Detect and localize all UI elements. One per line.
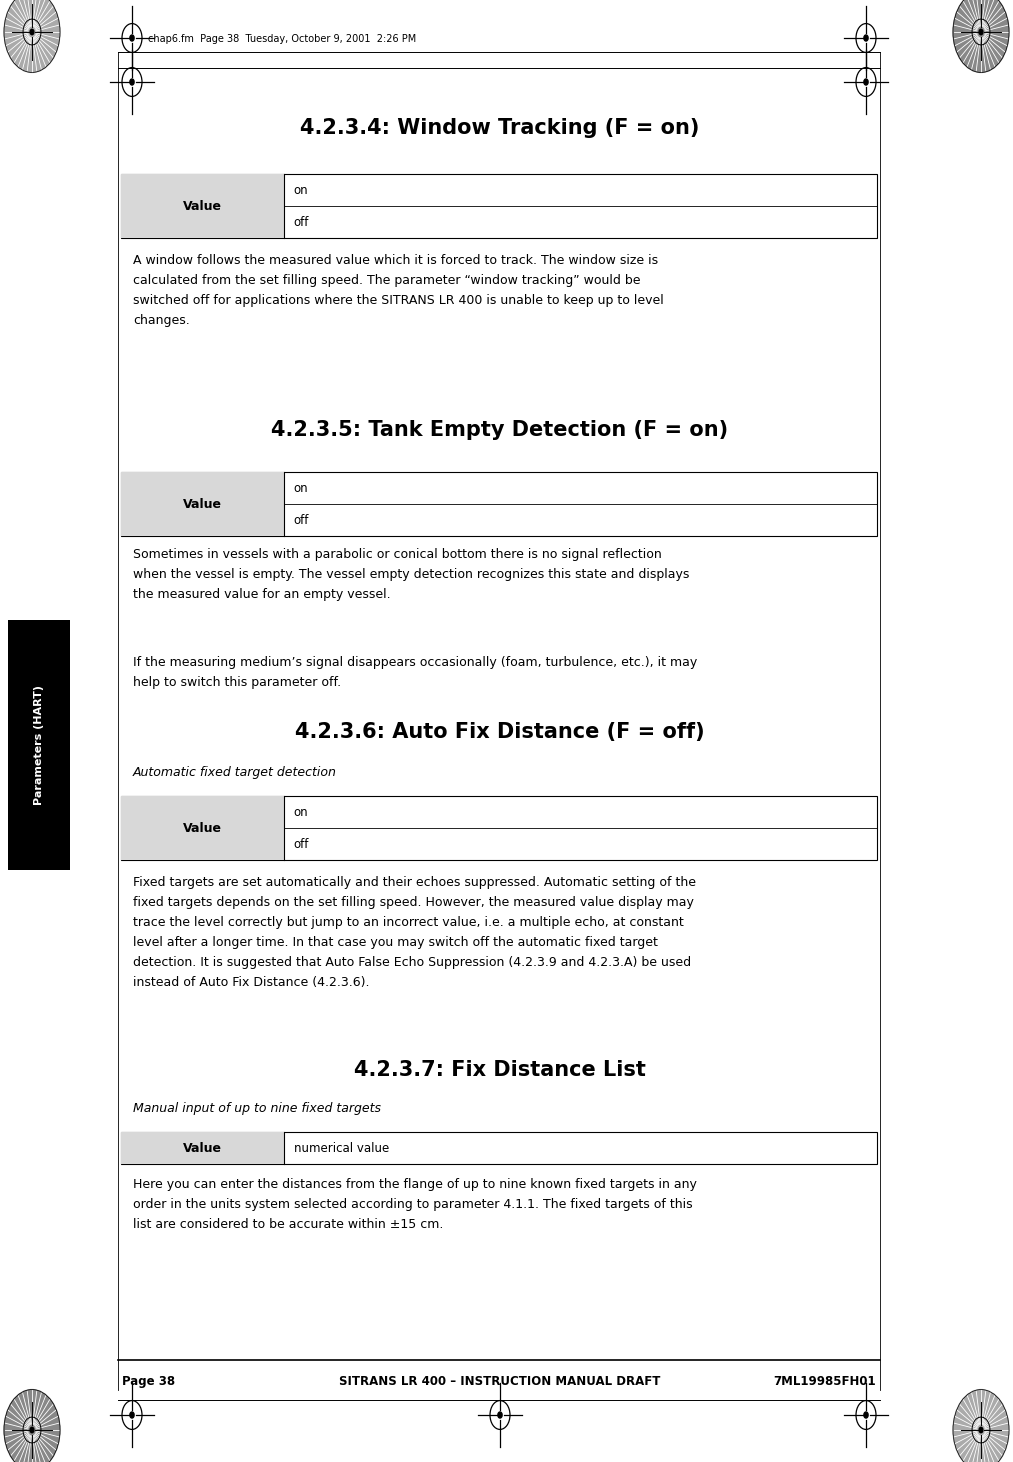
Text: on: on (294, 481, 308, 494)
Bar (121, 174, 284, 238)
Circle shape (130, 79, 134, 85)
Text: 4.2.3.7: Fix Distance List: 4.2.3.7: Fix Distance List (355, 1060, 646, 1080)
Text: SITRANS LR 400 – INSTRUCTION MANUAL DRAFT: SITRANS LR 400 – INSTRUCTION MANUAL DRAF… (339, 1374, 660, 1387)
Text: 7ML19985FH01: 7ML19985FH01 (773, 1374, 876, 1387)
Text: Sometimes in vessels with a parabolic or conical bottom there is no signal refle: Sometimes in vessels with a parabolic or… (133, 548, 690, 601)
Text: If the measuring medium’s signal disappears occasionally (foam, turbulence, etc.: If the measuring medium’s signal disappe… (133, 656, 697, 689)
Text: 4.2.3.4: Window Tracking (F = on): 4.2.3.4: Window Tracking (F = on) (300, 118, 700, 137)
Text: off: off (294, 513, 309, 526)
Text: Here you can enter the distances from the flange of up to nine known fixed targe: Here you can enter the distances from th… (133, 1178, 697, 1231)
Text: Manual input of up to nine fixed targets: Manual input of up to nine fixed targets (133, 1102, 381, 1116)
Text: on: on (294, 184, 308, 196)
Circle shape (130, 35, 134, 41)
Text: on: on (294, 806, 308, 819)
Circle shape (130, 1412, 134, 1418)
Bar (121, 174, 877, 238)
Text: numerical value: numerical value (294, 1142, 389, 1155)
Circle shape (498, 1412, 502, 1418)
Circle shape (953, 1389, 1009, 1462)
Text: Page 38: Page 38 (122, 1374, 175, 1387)
Bar (121, 795, 284, 860)
Text: 4.2.3.6: Auto Fix Distance (F = off): 4.2.3.6: Auto Fix Distance (F = off) (295, 722, 705, 743)
Circle shape (980, 29, 983, 35)
Bar (8, 620, 70, 870)
Circle shape (864, 79, 868, 85)
Text: off: off (294, 215, 309, 228)
Text: Parameters (HART): Parameters (HART) (34, 686, 44, 806)
Text: Automatic fixed target detection: Automatic fixed target detection (133, 766, 337, 779)
Circle shape (953, 0, 1009, 73)
Bar (121, 1132, 284, 1164)
Circle shape (4, 0, 60, 73)
Text: Value: Value (182, 199, 222, 212)
Text: Value: Value (182, 1142, 222, 1155)
Circle shape (30, 1427, 33, 1433)
Text: Fixed targets are set automatically and their echoes suppressed. Automatic setti: Fixed targets are set automatically and … (133, 876, 696, 988)
Text: Value: Value (182, 822, 222, 835)
Circle shape (864, 35, 868, 41)
Bar (121, 472, 284, 537)
Circle shape (4, 1389, 60, 1462)
Circle shape (30, 29, 33, 35)
Text: 4.2.3.5: Tank Empty Detection (F = on): 4.2.3.5: Tank Empty Detection (F = on) (271, 420, 728, 440)
Bar (121, 1132, 877, 1164)
Text: chap6.fm  Page 38  Tuesday, October 9, 2001  2:26 PM: chap6.fm Page 38 Tuesday, October 9, 200… (148, 34, 416, 44)
Circle shape (864, 1412, 868, 1418)
Text: off: off (294, 838, 309, 851)
Bar (121, 795, 877, 860)
Text: Value: Value (182, 497, 222, 510)
Circle shape (980, 1427, 983, 1433)
Bar (121, 472, 877, 537)
Text: A window follows the measured value which it is forced to track. The window size: A window follows the measured value whic… (133, 254, 664, 327)
